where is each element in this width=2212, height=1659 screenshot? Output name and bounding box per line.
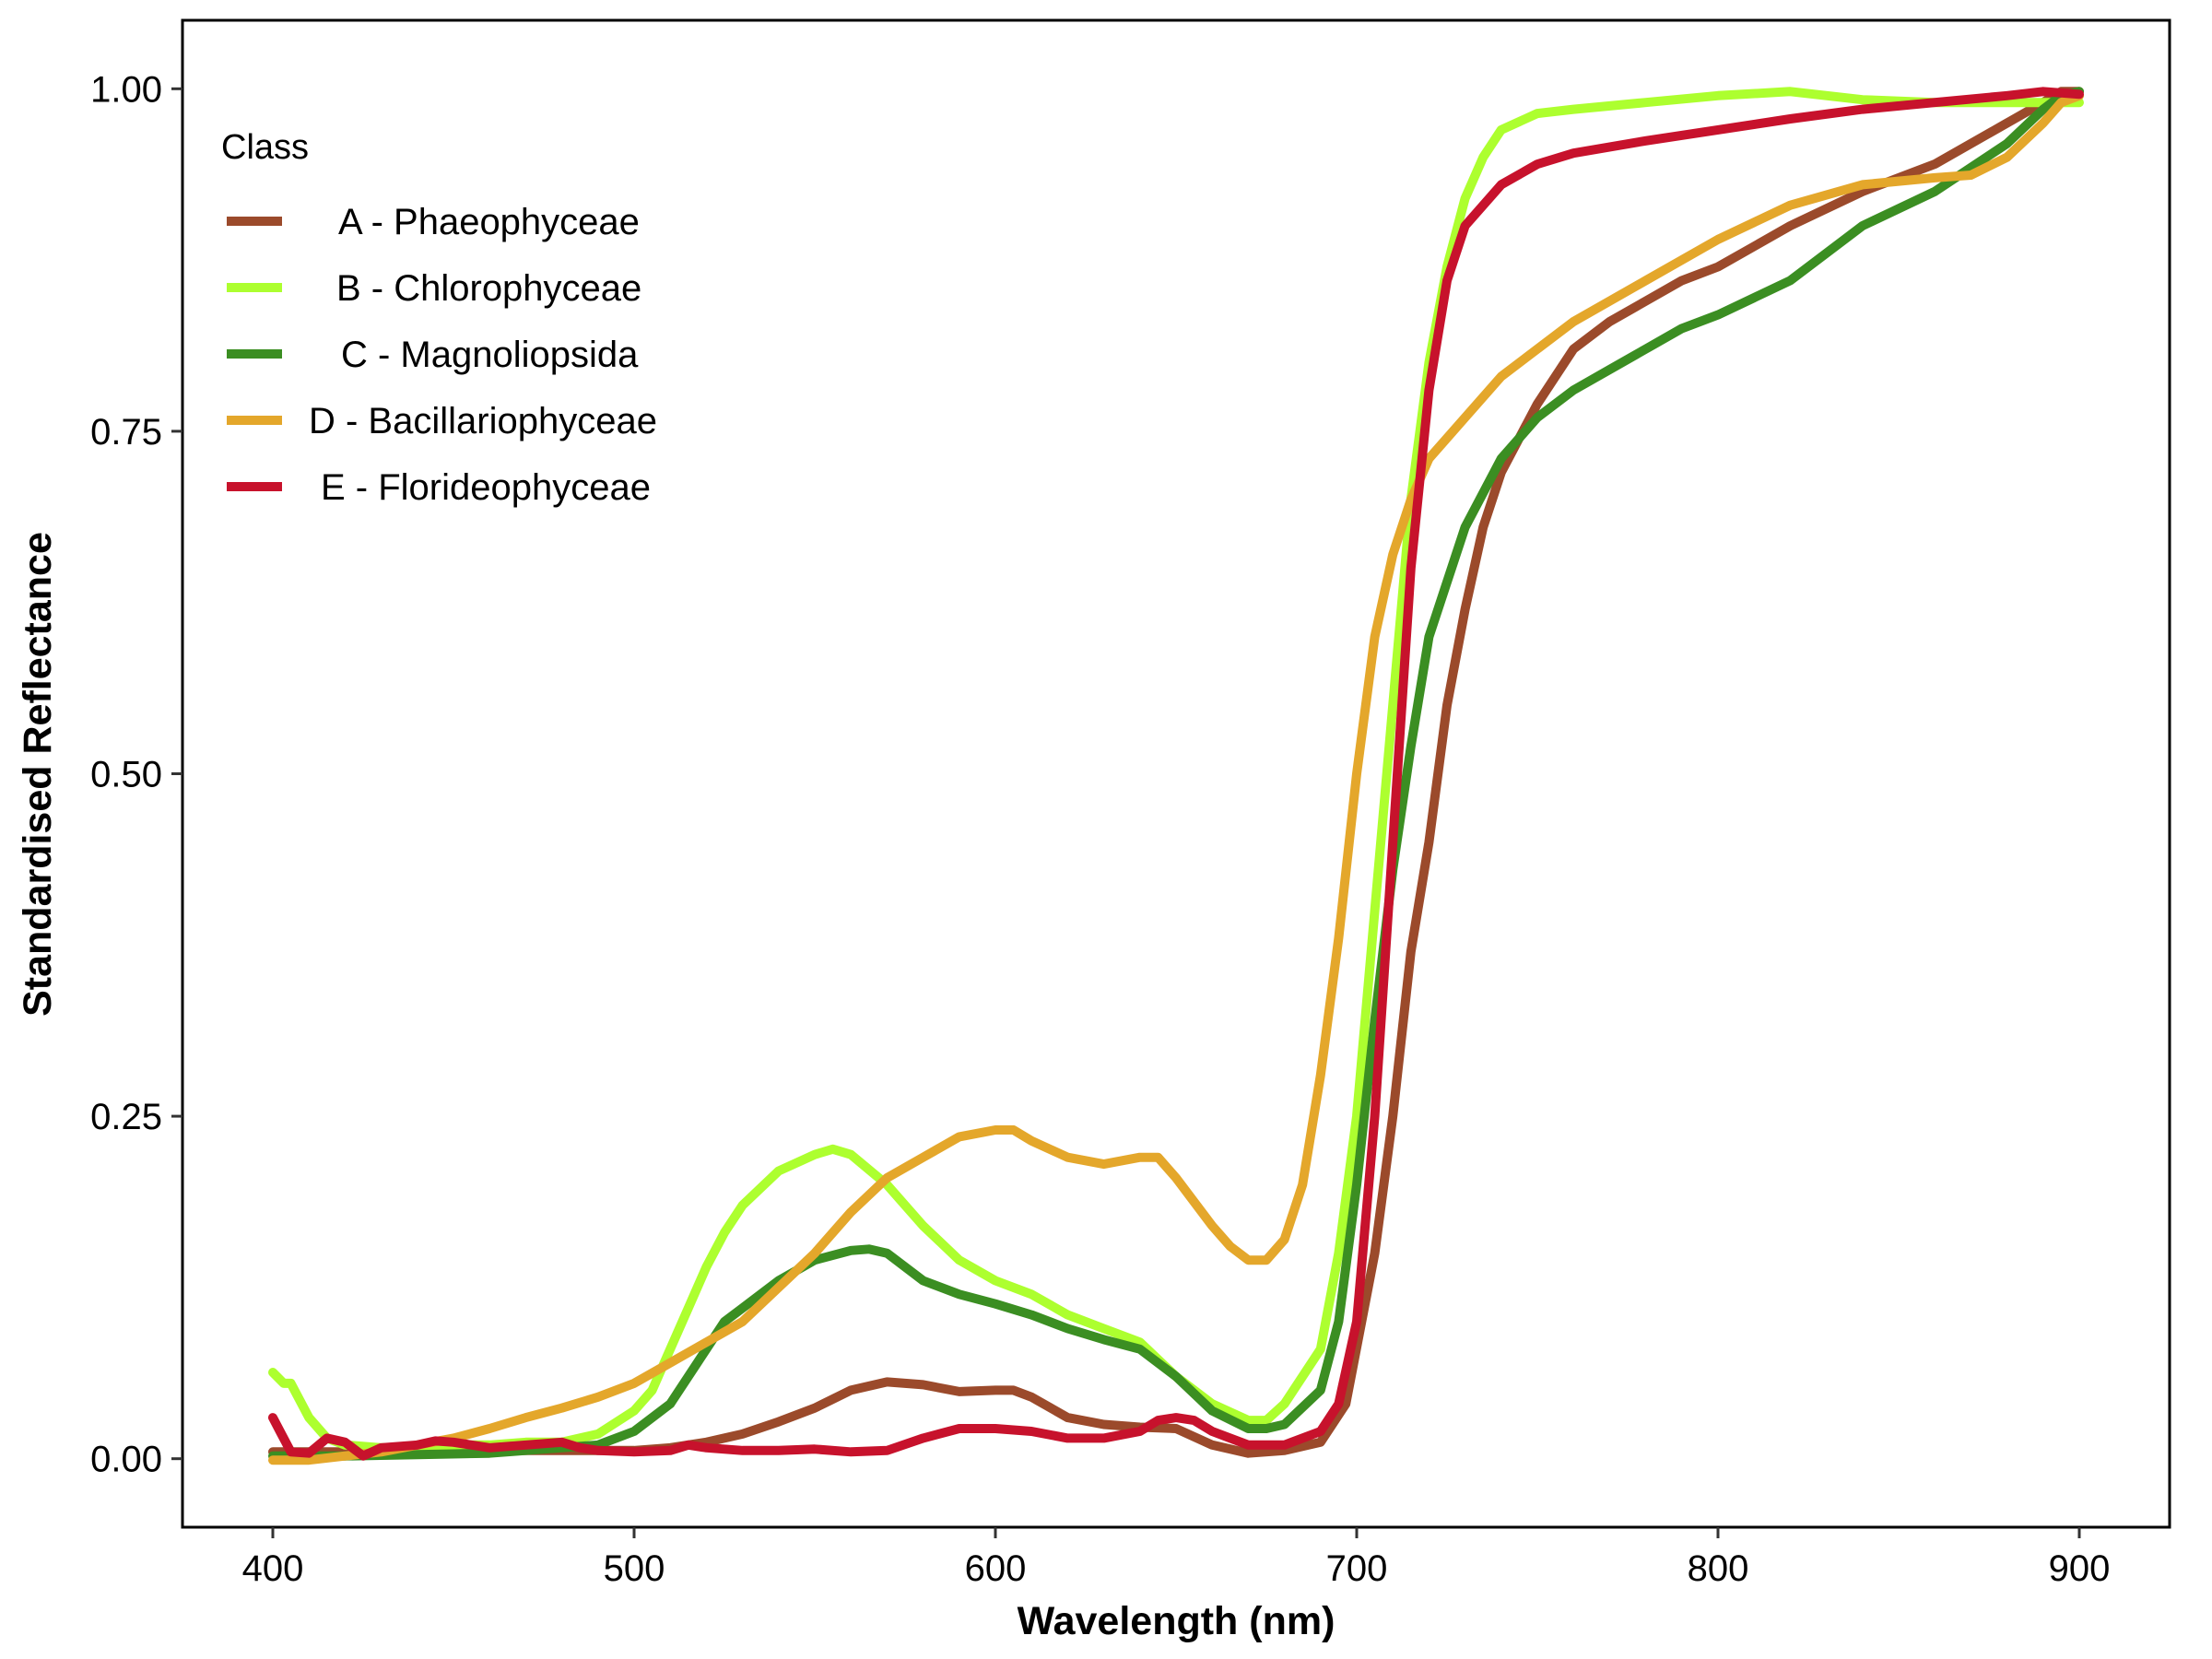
plot-panel — [181, 18, 2171, 1529]
x-tick-label: 400 — [242, 1548, 304, 1589]
x-tick-label: 500 — [604, 1548, 665, 1589]
y-tick-label: 1.00 — [90, 69, 162, 110]
x-tick-label: 700 — [1326, 1548, 1388, 1589]
y-tick-label: 0.75 — [90, 412, 162, 453]
y-tick-label: 0.00 — [90, 1440, 162, 1480]
legend-label-3: D - Bacillariophyceae — [309, 401, 657, 441]
x-tick-label: 900 — [2049, 1548, 2111, 1589]
legend-title: Class — [221, 128, 309, 167]
series-line-0 — [268, 87, 2084, 1458]
legend-label-4: E - Florideophyceae — [321, 467, 651, 508]
legend-label-0: A - Phaeophyceae — [338, 202, 640, 242]
y-tick-label: 0.25 — [90, 1097, 162, 1137]
y-axis: 0.00 0.25 0.50 0.75 1.00 — [90, 69, 182, 1480]
series-line-4 — [268, 87, 2084, 1461]
y-tick-label: 0.50 — [90, 755, 162, 795]
x-tick-label: 600 — [965, 1548, 1027, 1589]
legend: Class A - Phaeophyceae B - Chlorophyceae C… — [221, 128, 657, 508]
series-line-3 — [268, 90, 2084, 1465]
legend-items: A - Phaeophyceae B - Chlorophyceae C - Mag… — [227, 202, 657, 508]
x-axis: 400 500 600 700 800 900 — [242, 1527, 2111, 1589]
legend-label-2: C - Magnoliopsida — [341, 335, 639, 375]
y-axis-title: Standardised Reflectance — [16, 532, 60, 1017]
legend-label-1: B - Chlorophyceae — [336, 268, 641, 309]
x-axis-title: Wavelength (nm) — [1018, 1599, 1335, 1643]
x-tick-label: 800 — [1688, 1548, 1749, 1589]
series-line-2 — [268, 87, 2084, 1461]
series-layer — [268, 87, 2084, 1465]
